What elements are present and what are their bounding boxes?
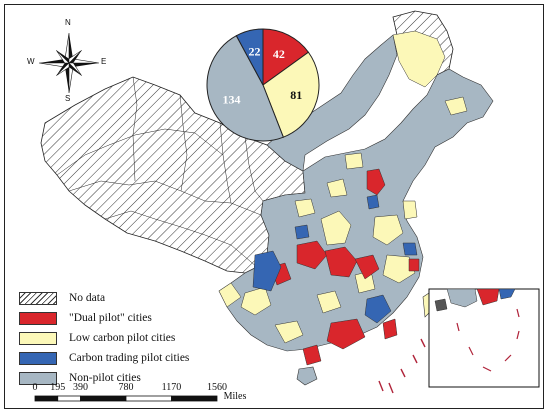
legend-label: No data: [69, 292, 106, 304]
pie-slice: [262, 51, 320, 138]
scale-bar-segment: [171, 395, 218, 402]
compass-south-label: S: [65, 94, 71, 103]
legend-label: Carbon trading pilot cities: [69, 352, 190, 364]
scale-tick-label: 0: [32, 382, 38, 393]
compass-east-label: E: [101, 57, 107, 66]
scale-unit-label: Miles: [223, 391, 247, 402]
pie-slice: [235, 28, 264, 86]
legend-item-carbon-trading: Carbon trading pilot cities: [19, 350, 189, 366]
scale-bar-segment: [80, 395, 127, 402]
non-pilot-region-north: [266, 34, 398, 172]
legend-swatch-low-carbon: [19, 331, 57, 345]
scale-tick-label: 1170: [161, 382, 182, 393]
scale-bar-segment: [57, 395, 81, 402]
map-canvas: 42 81 134 22: [34, 10, 540, 402]
scale-tick-label: 780: [118, 382, 134, 393]
compass-west-label: W: [27, 57, 35, 66]
compass-rose: [38, 32, 100, 94]
scale-bar-segment: [125, 395, 172, 402]
pie-slice: [206, 35, 284, 142]
legend-swatch-non-pilot: [19, 371, 57, 385]
legend-label: Low carbon pilot cities: [69, 332, 176, 344]
no-data-internal-boundaries: [56, 76, 264, 268]
scale-tick-label: 1560: [207, 382, 227, 393]
legend-label: "Dual pilot" cities: [69, 312, 152, 324]
legend-item-dual-pilot: "Dual pilot" cities: [19, 310, 152, 326]
carbon-trading-regions: [252, 194, 418, 324]
low-carbon-regions: [218, 30, 468, 344]
legend-item-non-pilot: Non-pilot cities: [19, 370, 141, 386]
map-frame: 42 81 134 22 N S E W No data: [4, 4, 544, 409]
pie-slice-label: 134: [222, 93, 240, 107]
map-legend: No data "Dual pilot" cities Low carbon p…: [19, 290, 209, 388]
legend-swatch-dual-pilot: [19, 311, 57, 325]
scale-tick-label: 390: [73, 382, 88, 393]
pie-slice: [262, 28, 310, 86]
compass-north-label: N: [65, 18, 71, 27]
pie-slice-label: 22: [248, 44, 260, 58]
pie-chart: 42 81 134 22: [206, 28, 320, 142]
scale-bar: [34, 395, 218, 402]
pie-slice-label: 42: [273, 47, 285, 61]
inset-map: [428, 288, 540, 388]
legend-label: Non-pilot cities: [69, 372, 141, 384]
scale-tick-label: 195: [50, 382, 66, 393]
legend-item-no-data: No data: [19, 290, 105, 306]
hainan-island: [296, 366, 318, 386]
legend-item-low-carbon: Low carbon pilot cities: [19, 330, 175, 346]
legend-swatch-carbon-trading: [19, 351, 57, 365]
legend-swatch-hatch: [19, 291, 57, 305]
pie-slice-label: 81: [290, 88, 302, 102]
maritime-boundary: [378, 338, 426, 394]
scale-bar-segment: [34, 395, 59, 402]
